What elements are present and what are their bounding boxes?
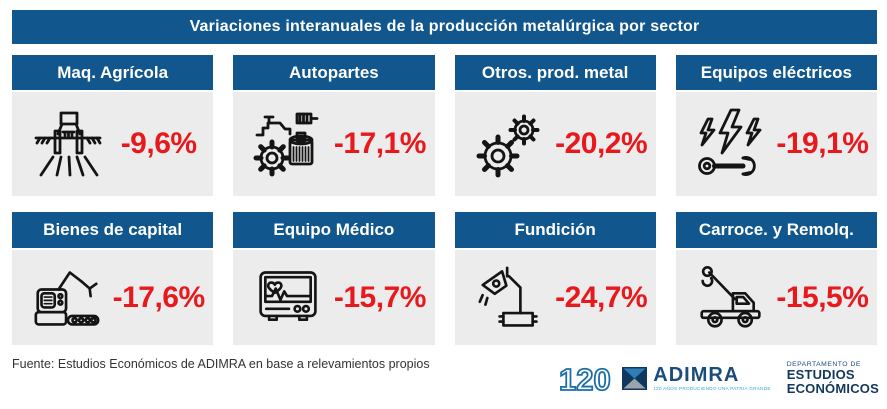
sector-value: -15,5% [776, 280, 869, 314]
sector-card-fundicion: Fundición -24,7% [454, 212, 656, 345]
seeder-icon [24, 108, 110, 180]
title-text: Variaciones interanuales de la producció… [189, 18, 700, 35]
sector-value: -17,1% [333, 127, 427, 160]
svg-text:120: 120 [559, 362, 611, 397]
sector-card-title: Equipos eléctricos [675, 55, 877, 90]
sector-card-bienes-de-capital: Bienes de capital -17,6% [12, 212, 214, 345]
sector-card-body: -15,5% [675, 250, 877, 345]
dept-line-2: ESTUDIOS [786, 367, 855, 383]
sector-value: -17,6% [112, 280, 206, 314]
adimra-tagline: 120 AÑOS PRODUCIENDO UNA PATRIA GRANDE [653, 386, 771, 392]
sector-card-carrocerias-remolques: Carroce. y Remolq. -15,5% [675, 212, 877, 345]
sector-card-title: Maq. Agrícola [12, 55, 214, 90]
sector-card-title: Otros. prod. metal [454, 55, 656, 90]
adimra-120-mark: 120 [558, 361, 612, 397]
sector-value: -19,1% [776, 127, 869, 160]
tow-truck-icon [688, 264, 774, 332]
sector-card-body: -17,6% [12, 250, 214, 345]
sector-card-title: Fundición [454, 212, 656, 248]
sector-card-title: Bienes de capital [12, 212, 214, 248]
foundry-ladle-icon [467, 264, 553, 332]
sector-card-body: -9,6% [12, 92, 214, 196]
adimra-name: ADIMRA [653, 364, 740, 387]
robot-arm-icon [24, 264, 110, 332]
sector-row-1: Maq. Agrícola -9,6% Autopartes [12, 55, 877, 196]
sector-value: -9,6% [120, 127, 197, 160]
infographic-title: Variaciones interanuales de la producció… [12, 10, 877, 44]
sector-card-body: -17,1% [233, 92, 435, 196]
heart-monitor-icon [245, 264, 331, 332]
adimra-logo: 120 ADIMRA 120 AÑOS PRODUCIENDO UNA PATR… [558, 361, 770, 397]
footer-logos: 120 ADIMRA 120 AÑOS PRODUCIENDO UNA PATR… [558, 352, 879, 405]
sector-value: -24,7% [555, 280, 648, 314]
gears-icon [467, 108, 553, 180]
sector-value: -15,7% [333, 280, 427, 314]
sector-card-autopartes: Autopartes -17,1% [233, 55, 435, 196]
sector-card-equipos-electricos: Equipos eléctricos -19,1% [675, 55, 877, 196]
source-text: Fuente: Estudios Económicos de ADIMRA en… [12, 357, 430, 371]
adimra-wordmark: ADIMRA 120 AÑOS PRODUCIENDO UNA PATRIA G… [653, 365, 770, 392]
engine-parts-icon [245, 108, 331, 180]
sector-card-equipo-medico: Equipo Médico -15,7% [233, 212, 435, 345]
sector-card-maq-agricola: Maq. Agrícola -9,6% [12, 55, 214, 196]
dept-line-1: DEPARTAMENTO DE [786, 360, 861, 368]
sector-card-otros-prod-metal: Otros. prod. metal -20,2% [454, 55, 656, 196]
dept-line-3: ECONÓMICOS [786, 381, 879, 397]
sector-card-title: Autopartes [233, 55, 435, 90]
sector-card-title: Equipo Médico [233, 212, 435, 248]
adimra-diamond-icon [622, 367, 648, 390]
sector-card-body: -24,7% [454, 250, 656, 345]
lightning-wrench-icon [688, 108, 774, 180]
sector-card-body: -20,2% [454, 92, 656, 196]
sector-card-title: Carroce. y Remolq. [675, 212, 877, 248]
departamento-logo: DEPARTAMENTO DE ESTUDIOS ECONÓMICOS [787, 361, 879, 396]
sector-card-body: -15,7% [233, 250, 435, 345]
sector-value: -20,2% [555, 127, 648, 160]
sector-row-2: Bienes de capital -17,6% Equipo [12, 212, 877, 345]
sector-card-body: -19,1% [675, 92, 877, 196]
